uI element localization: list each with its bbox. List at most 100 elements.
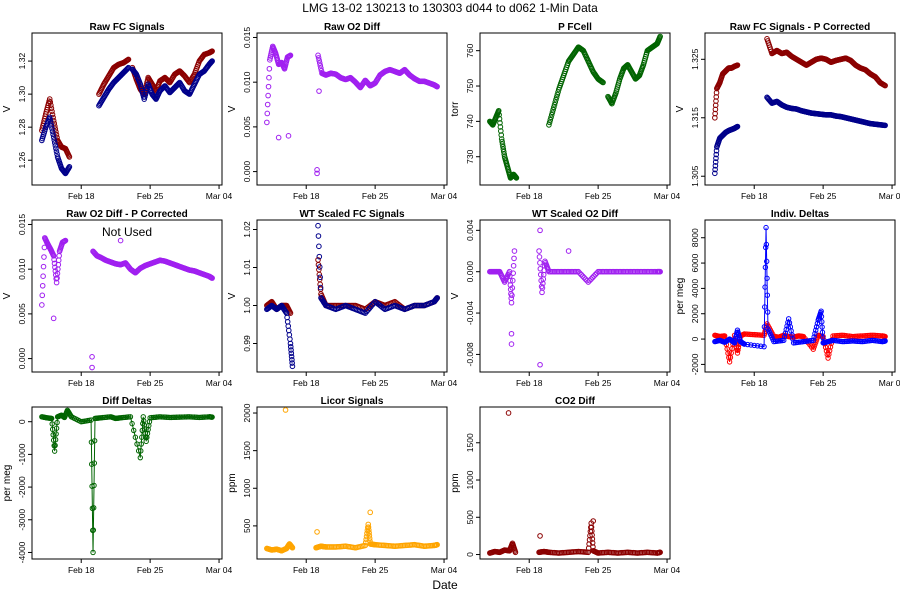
data-point xyxy=(751,342,757,349)
y-axis-label: torr xyxy=(450,101,461,117)
data-point xyxy=(882,122,888,129)
data-point xyxy=(265,92,271,99)
data-point xyxy=(748,342,754,348)
data-point xyxy=(591,273,597,279)
data-point xyxy=(140,420,146,427)
y-tick-label: 1.28 xyxy=(17,119,27,136)
data-point xyxy=(362,310,369,316)
x-tick-label: Feb 18 xyxy=(293,565,320,575)
data-point xyxy=(50,252,57,259)
data-point xyxy=(51,448,58,454)
data-point xyxy=(539,285,546,291)
data-point xyxy=(741,341,748,347)
data-point xyxy=(317,284,324,291)
chart-title: WT Scaled O2 Diff xyxy=(532,209,619,220)
data-point xyxy=(553,94,560,100)
data-point xyxy=(138,448,144,454)
data-point xyxy=(498,136,505,142)
data-point xyxy=(315,222,321,229)
data-point xyxy=(812,330,818,337)
x-tick-label: Feb 18 xyxy=(293,378,320,388)
chart-title: Licor Signals xyxy=(321,396,384,407)
data-point xyxy=(172,414,178,420)
data-point xyxy=(41,254,47,260)
outlier-point xyxy=(565,248,572,254)
data-point xyxy=(173,414,180,420)
data-point xyxy=(537,260,543,266)
data-point xyxy=(434,541,440,548)
data-point xyxy=(657,549,663,556)
outlier-point xyxy=(117,237,124,244)
data-point xyxy=(600,79,606,86)
data-layer xyxy=(264,407,440,554)
data-point xyxy=(577,270,583,276)
data-point xyxy=(822,344,829,350)
plot-frame xyxy=(479,406,671,560)
x-tick-label: Feb 25 xyxy=(362,378,389,388)
series-co2-diff xyxy=(487,520,663,556)
data-point xyxy=(575,268,582,275)
x-tick-label: Feb 18 xyxy=(293,191,320,201)
data-point xyxy=(365,307,371,313)
data-point xyxy=(554,91,561,98)
data-point xyxy=(496,116,503,122)
chart-title: P FCell xyxy=(558,22,592,33)
series-fc2 xyxy=(264,222,440,370)
y-axis-label: V xyxy=(675,105,686,112)
data-point xyxy=(813,324,820,330)
data-point xyxy=(135,448,142,454)
data-point xyxy=(754,343,761,349)
data-point xyxy=(882,338,888,344)
x-tick-label: Mar 04 xyxy=(654,565,681,575)
series-p-fcell xyxy=(487,33,663,181)
y-tick-label: 0 xyxy=(465,552,475,557)
panel-raw-fc-signals-p-corrected: Raw FC Signals - P Corrected V 1.305 1.315 1… xyxy=(675,22,900,201)
y-axis-label: V xyxy=(227,292,238,299)
data-point xyxy=(316,253,323,260)
data-point xyxy=(758,343,764,349)
data-point xyxy=(762,304,768,310)
series-licor xyxy=(264,521,440,554)
y-tick-label: 0.005 xyxy=(17,303,27,325)
y-axis-label: V xyxy=(227,105,238,112)
x-tick-label: Feb 18 xyxy=(68,565,95,575)
chart-title: Diff Deltas xyxy=(102,396,152,407)
data-point xyxy=(55,257,62,264)
data-point xyxy=(735,347,741,353)
panel-indiv-deltas: Indiv. Deltas per meg -2000 0 2000 4000 6000 80… xyxy=(675,209,900,388)
y-tick-label: 0.000 xyxy=(17,348,27,370)
y-tick-label: 1000 xyxy=(242,479,252,498)
data-point xyxy=(48,415,55,422)
y-tick-label: 1.00 xyxy=(242,297,252,314)
data-point xyxy=(90,527,97,533)
data-point xyxy=(289,356,295,363)
data-point xyxy=(168,414,175,421)
y-tick-label: 8000 xyxy=(690,228,700,247)
x-tick-label: Feb 25 xyxy=(137,378,164,388)
outlier-point xyxy=(50,315,57,322)
data-point xyxy=(509,285,516,291)
data-point xyxy=(66,164,73,170)
data-point xyxy=(826,351,832,358)
data-point xyxy=(819,324,825,330)
data-point xyxy=(316,264,323,270)
data-point xyxy=(366,535,373,542)
data-point xyxy=(317,62,324,69)
plot-frame xyxy=(704,219,896,373)
x-tick-label: Mar 04 xyxy=(431,565,458,575)
data-point xyxy=(209,414,215,420)
outlier-point xyxy=(505,410,512,416)
data-point xyxy=(497,124,504,130)
data-point xyxy=(181,414,188,420)
data-point xyxy=(50,432,56,438)
data-point xyxy=(288,347,294,353)
data-point xyxy=(499,141,506,147)
data-point xyxy=(512,549,519,556)
data-point xyxy=(764,292,771,298)
data-point xyxy=(52,436,59,443)
data-point xyxy=(578,271,585,278)
y-axis-label: V xyxy=(450,292,461,299)
data-point xyxy=(265,83,272,90)
x-tick-label: Mar 04 xyxy=(654,191,681,201)
data-point xyxy=(53,148,60,155)
